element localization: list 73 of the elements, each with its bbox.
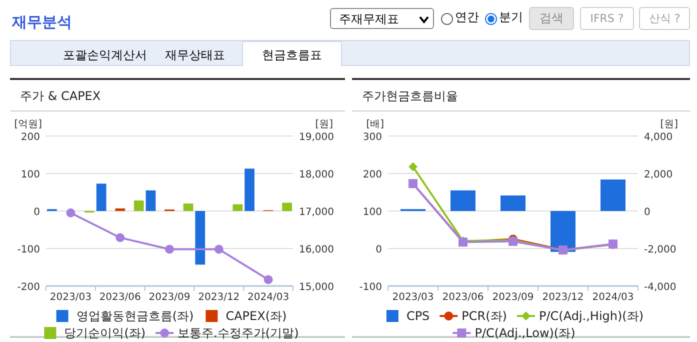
y2-tick-label: 0 (644, 207, 650, 218)
x-tick-label: 2023/06 (99, 292, 141, 303)
point (116, 233, 125, 242)
bar (195, 211, 206, 265)
legend-label: CAPEX(좌) (226, 309, 287, 323)
bar (550, 211, 576, 252)
text: 산식 ? (639, 7, 690, 30)
bar (450, 190, 476, 211)
y2-tick-label: 15,000 (299, 282, 334, 293)
y2-tick-label: 19,000 (299, 132, 334, 143)
x-tick-label: 2024/03 (248, 292, 290, 303)
y-tick-label: 0 (376, 244, 382, 256)
bar (244, 168, 254, 211)
bar (282, 202, 292, 211)
bar (183, 204, 194, 211)
text: 재무상태표 (165, 48, 225, 62)
bar (146, 190, 156, 211)
x-tick-label: 2023/12 (542, 292, 584, 303)
y-tick-label: 300 (362, 132, 382, 143)
y-tick-label: 200 (20, 132, 40, 143)
point (165, 244, 174, 254)
y2-tick-label: -4,000 (644, 282, 676, 293)
text: 주재무제표 (330, 8, 434, 29)
chart-title: 주가현금흐름비율 (362, 89, 458, 103)
text: 검색 (529, 7, 574, 30)
x-tick-label: 2024/03 (592, 292, 634, 303)
legend-label: 보통주.수정주가(기말) (178, 326, 299, 340)
legend-label: PCR(좌) (462, 309, 508, 323)
y2-axis-title: [원] (315, 119, 334, 130)
text: 현금흐름표 (261, 47, 323, 64)
y-axis-title: [배] (366, 119, 384, 130)
y-tick-label: -100 (17, 244, 40, 256)
bar (134, 200, 144, 211)
text: 분기 (499, 9, 523, 26)
x-tick-label: 2023/03 (50, 292, 92, 303)
text: 연간 (455, 9, 479, 26)
x-tick-label: 2023/12 (198, 292, 240, 303)
text: IFRS ? (580, 7, 634, 30)
point (66, 208, 76, 218)
y2-tick-label: 2,000 (644, 170, 673, 180)
y-tick-label: -200 (17, 282, 40, 293)
point (264, 275, 273, 284)
y2-tick-label: 18,000 (299, 170, 334, 180)
bar (500, 195, 526, 211)
y-tick-label: 100 (362, 207, 382, 218)
legend-label: P/C(Adj.,Low)(좌) (474, 326, 576, 340)
point (214, 244, 224, 254)
y2-axis-title: [원] (660, 119, 678, 130)
y-tick-label: 0 (34, 207, 40, 218)
point (408, 162, 418, 172)
bar (115, 208, 126, 211)
bar (232, 204, 243, 211)
y2-tick-label: 4,000 (644, 132, 673, 143)
y2-tick-label: 17,000 (299, 207, 334, 218)
text: 재무분석 (12, 13, 72, 32)
x-tick-label: 2023/09 (148, 292, 190, 303)
y2-tick-label: -2,000 (644, 244, 676, 256)
x-tick-label: 2023/03 (392, 292, 434, 303)
x-tick-label: 2023/09 (492, 292, 534, 303)
text: 포괄손익계산서 (63, 48, 147, 62)
y-axis-title: [억원] (14, 119, 42, 130)
legend-label: 영업활동현금흐름(좌) (76, 309, 194, 323)
bar (600, 180, 626, 211)
y-tick-label: 200 (362, 170, 382, 180)
x-tick-label: 2023/06 (442, 292, 484, 303)
y-tick-label: 100 (20, 170, 40, 180)
y2-tick-label: 16,000 (299, 244, 334, 256)
legend-label: CPS (406, 309, 430, 323)
chart-title: 주가 & CAPEX (20, 89, 101, 103)
legend-label: P/C(Adj.,High)(좌) (539, 309, 644, 323)
y-tick-label: -100 (359, 282, 382, 293)
legend-label: 당기순이익(좌) (64, 326, 146, 340)
bar (96, 184, 106, 211)
